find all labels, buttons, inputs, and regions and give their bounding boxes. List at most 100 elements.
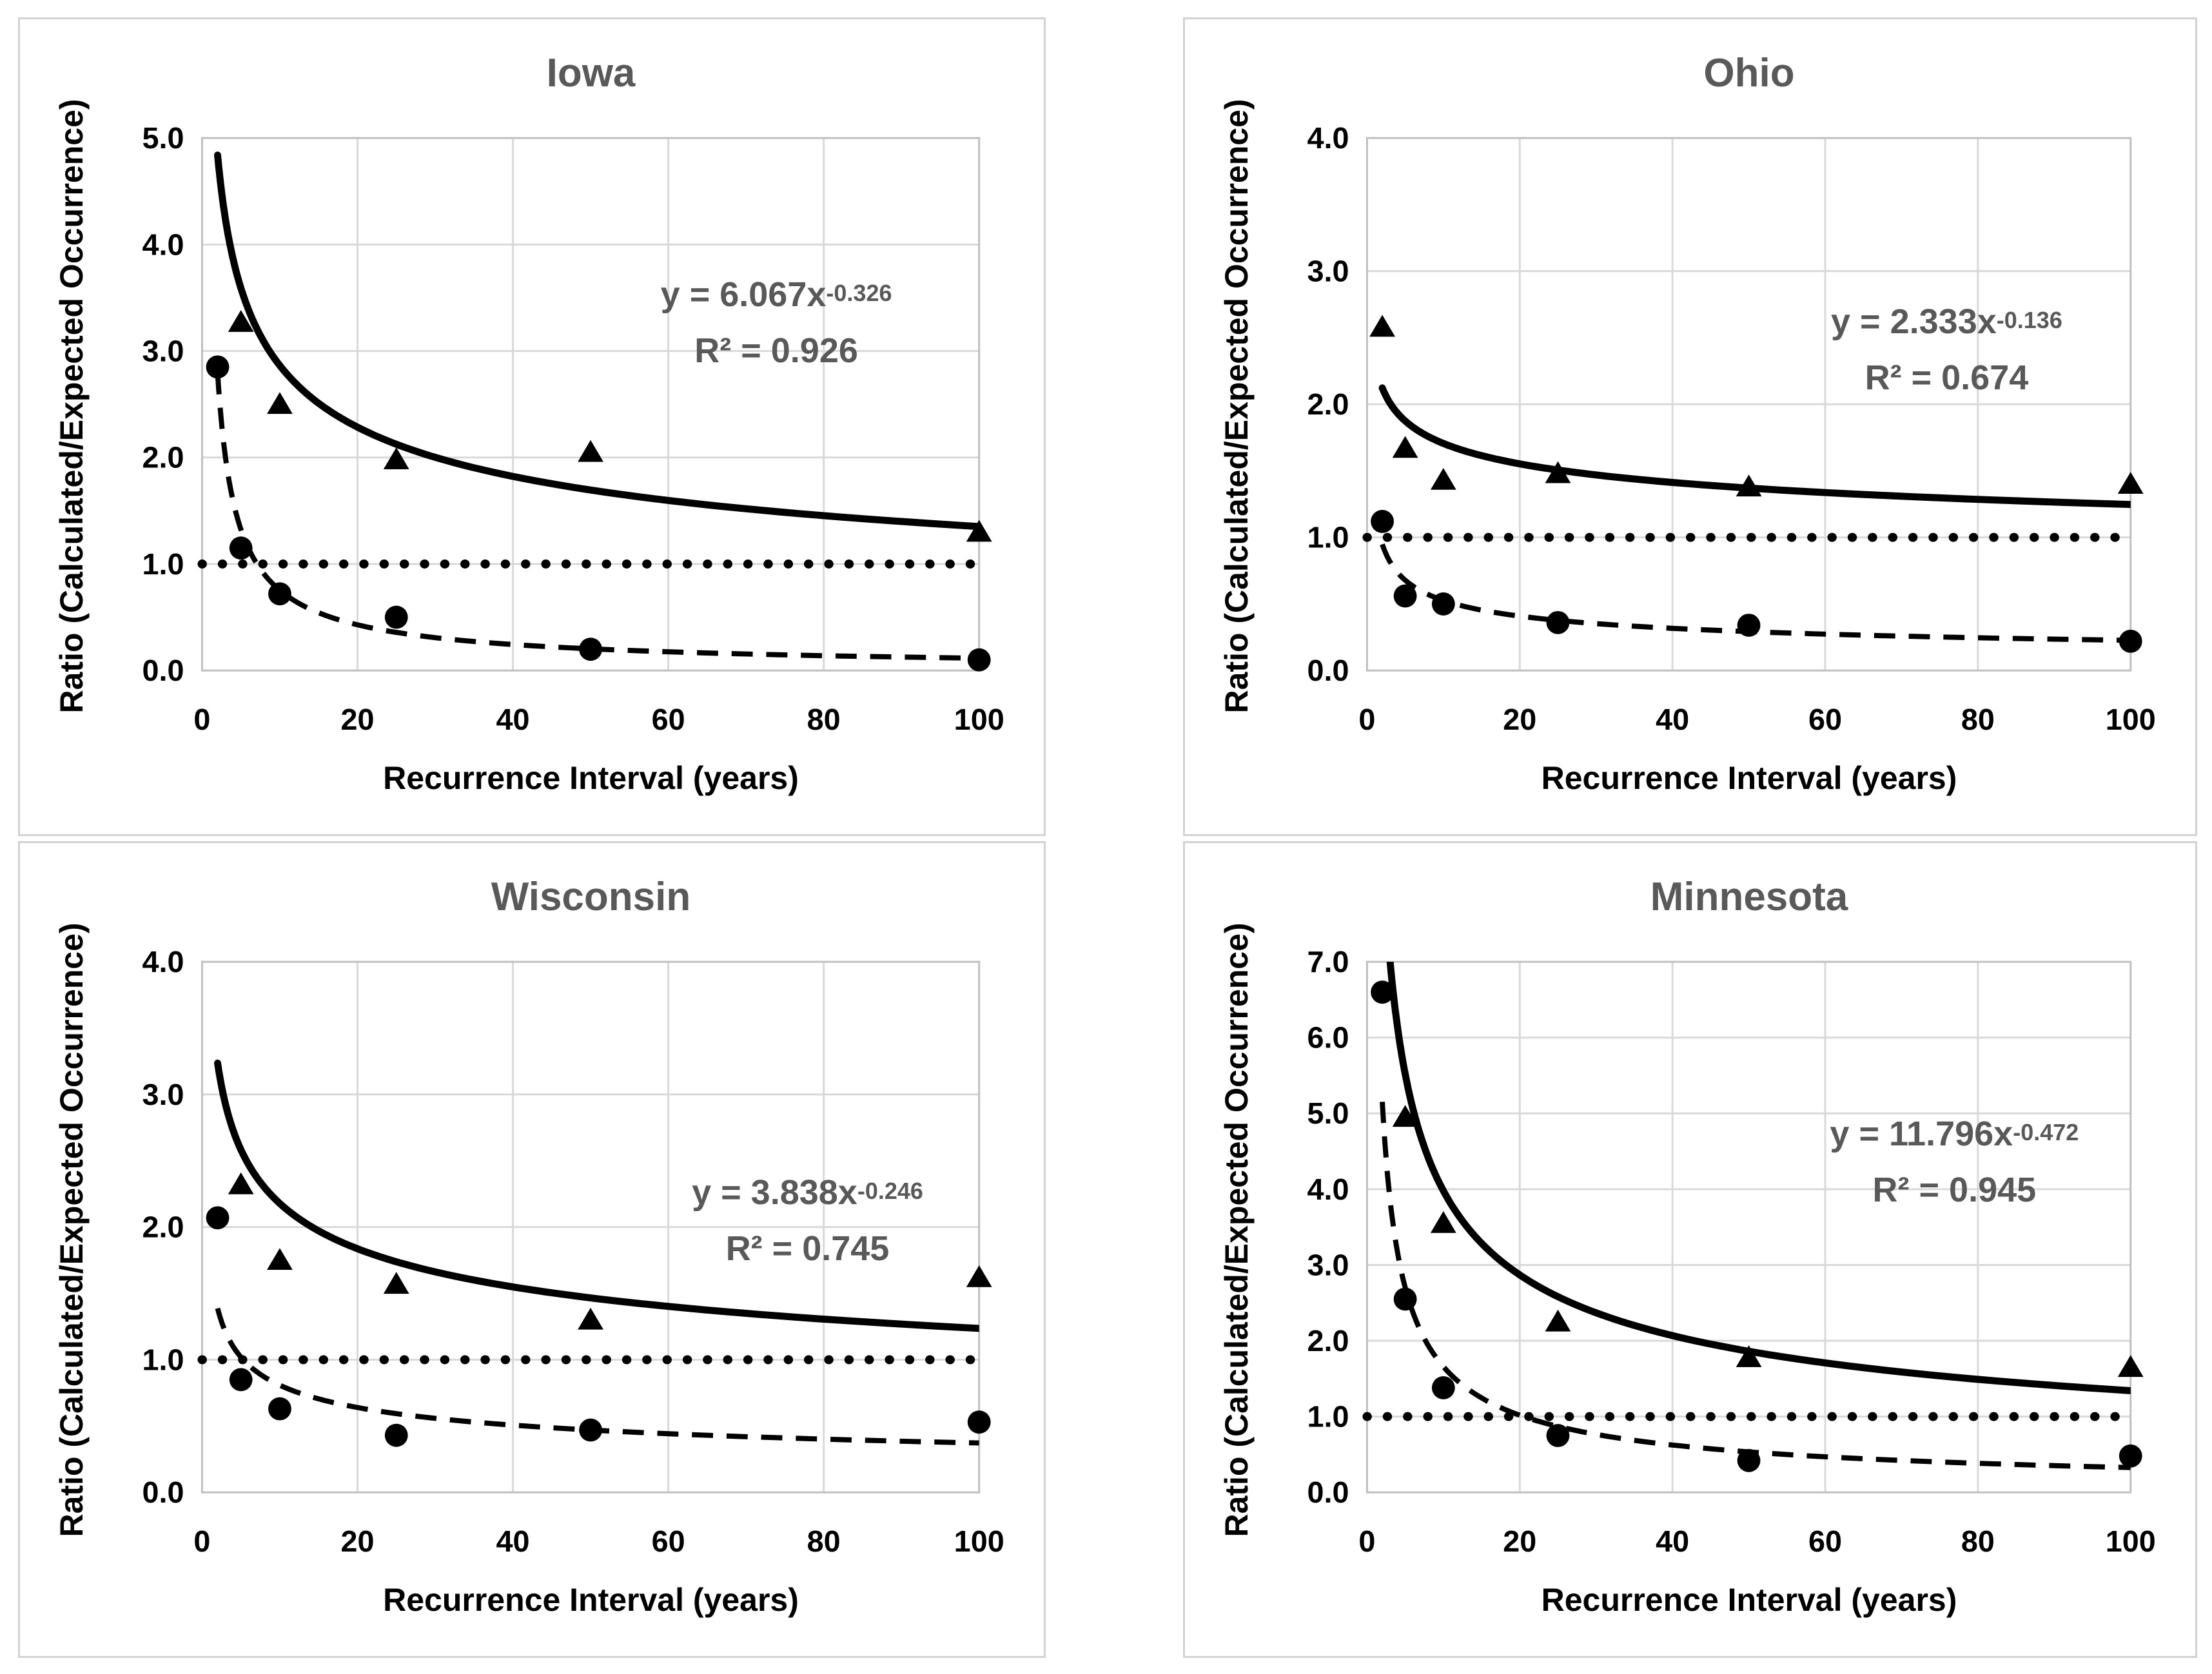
y-tick-labels: 0.0 1.0 2.0 3.0 4.0 bbox=[1307, 121, 1349, 687]
svg-text:1.0: 1.0 bbox=[1307, 1400, 1349, 1434]
svg-text:20: 20 bbox=[1503, 1524, 1536, 1558]
y-tick-labels: 0.0 1.0 2.0 3.0 4.0 5.0 bbox=[142, 121, 184, 687]
svg-text:60: 60 bbox=[1808, 703, 1842, 736]
chart-title: Iowa bbox=[546, 51, 636, 95]
trendline-solid bbox=[214, 1059, 979, 1332]
svg-text:1.0: 1.0 bbox=[142, 547, 184, 581]
x-tick-labels: 0 20 40 60 80 100 bbox=[1358, 703, 2155, 736]
equation-base: y = 11.796x bbox=[1830, 1114, 2013, 1153]
svg-text:3.0: 3.0 bbox=[142, 334, 184, 367]
trendline-solid bbox=[1378, 384, 2131, 509]
equation-exponent: -0.472 bbox=[2013, 1118, 2079, 1145]
trendline-dashed bbox=[1380, 1102, 2131, 1470]
svg-text:3.0: 3.0 bbox=[142, 1078, 184, 1111]
svg-text:2.0: 2.0 bbox=[142, 1211, 184, 1244]
circle-markers bbox=[1371, 509, 2142, 653]
r-squared-label: R² = 0.745 bbox=[725, 1229, 890, 1268]
x-axis-title: Recurrence Interval (years) bbox=[1541, 760, 1957, 796]
plot-area-border bbox=[1365, 960, 2132, 1494]
y-axis-title: Ratio (Calculated/Expected Occurrence) bbox=[54, 99, 90, 714]
chart-title: Minnesota bbox=[1650, 875, 1848, 919]
triangle-markers bbox=[1369, 315, 2144, 497]
trendline-equation: y = 3.838x-0.246 bbox=[692, 1175, 923, 1210]
svg-text:20: 20 bbox=[1503, 703, 1536, 736]
svg-text:2.0: 2.0 bbox=[1307, 387, 1349, 421]
svg-text:3.0: 3.0 bbox=[1307, 255, 1349, 288]
svg-text:4.0: 4.0 bbox=[142, 945, 184, 978]
svg-text:100: 100 bbox=[954, 1524, 1004, 1558]
chart-panel-ohio: 0.0 1.0 2.0 3.0 4.0 0 20 40 60 80 100 Ohio Ratio (… bbox=[1183, 17, 2197, 836]
circle-markers bbox=[206, 1206, 991, 1447]
svg-text:80: 80 bbox=[807, 703, 841, 736]
svg-text:4.0: 4.0 bbox=[1307, 1173, 1349, 1206]
equation-base: y = 6.067x bbox=[660, 275, 827, 314]
r-squared-label: R² = 0.926 bbox=[694, 331, 858, 371]
triangle-markers bbox=[228, 1172, 992, 1330]
svg-text:40: 40 bbox=[496, 1524, 530, 1558]
svg-text:5.0: 5.0 bbox=[1307, 1096, 1349, 1130]
chart-panel-minnesota: 0.0 1.0 2.0 3.0 4.0 5.0 6.0 7.0 0 20 40 60 80 100 Min… bbox=[1183, 841, 2197, 1658]
svg-text:40: 40 bbox=[1656, 703, 1689, 736]
svg-text:1.0: 1.0 bbox=[1307, 521, 1349, 554]
circle-markers bbox=[206, 355, 991, 672]
trendline-equation: y = 2.333x-0.136 bbox=[1831, 304, 2062, 339]
trendline-dashed bbox=[215, 373, 979, 661]
plot-area-border bbox=[201, 137, 981, 672]
svg-text:80: 80 bbox=[1961, 703, 1995, 736]
triangle-markers bbox=[1392, 1105, 2144, 1377]
equation-base: y = 3.838x bbox=[692, 1173, 857, 1212]
r-squared-label: R² = 0.945 bbox=[1872, 1170, 2037, 1209]
gridlines bbox=[1367, 138, 2131, 671]
triangle-markers bbox=[228, 310, 992, 542]
x-axis-title: Recurrence Interval (years) bbox=[383, 760, 799, 796]
svg-text:2.0: 2.0 bbox=[142, 441, 184, 474]
y-tick-labels: 0.0 1.0 2.0 3.0 4.0 bbox=[142, 945, 184, 1509]
plot-area-border bbox=[1365, 137, 2132, 672]
svg-text:0.0: 0.0 bbox=[1307, 1475, 1349, 1509]
x-tick-labels: 0 20 40 60 80 100 bbox=[193, 1524, 1004, 1558]
svg-text:7.0: 7.0 bbox=[1307, 945, 1349, 978]
svg-text:1.0: 1.0 bbox=[142, 1343, 184, 1376]
equation-exponent: -0.326 bbox=[826, 280, 892, 306]
svg-text:0.0: 0.0 bbox=[1307, 654, 1349, 687]
svg-text:80: 80 bbox=[807, 1524, 841, 1558]
trendline-equation: y = 6.067x-0.326 bbox=[661, 277, 892, 312]
svg-text:100: 100 bbox=[2106, 703, 2156, 736]
svg-text:5.0: 5.0 bbox=[142, 121, 184, 155]
chart-title: Ohio bbox=[1703, 51, 1795, 95]
svg-text:4.0: 4.0 bbox=[142, 228, 184, 261]
circle-markers bbox=[1371, 980, 2142, 1472]
plot-area-border bbox=[201, 960, 981, 1494]
svg-text:40: 40 bbox=[1656, 1524, 1689, 1558]
svg-text:80: 80 bbox=[1961, 1524, 1995, 1558]
r-squared-label: R² = 0.674 bbox=[1865, 358, 2029, 397]
trendline-dashed bbox=[1380, 543, 2131, 643]
svg-text:0: 0 bbox=[1358, 703, 1375, 736]
svg-text:0.0: 0.0 bbox=[142, 654, 184, 687]
svg-text:0: 0 bbox=[1358, 1524, 1375, 1558]
x-tick-labels: 0 20 40 60 80 100 bbox=[1358, 1524, 2155, 1558]
svg-text:40: 40 bbox=[496, 703, 530, 736]
equation-exponent: -0.136 bbox=[1996, 306, 2062, 333]
x-axis-title: Recurrence Interval (years) bbox=[383, 1582, 799, 1618]
y-axis-title: Ratio (Calculated/Expected Occurrence) bbox=[54, 922, 90, 1537]
svg-text:0: 0 bbox=[193, 703, 210, 736]
svg-text:0: 0 bbox=[193, 1524, 210, 1558]
ohio-chart-canvas: 0.0 1.0 2.0 3.0 4.0 0 20 40 60 80 100 bbox=[1307, 121, 2155, 736]
svg-text:60: 60 bbox=[1808, 1524, 1842, 1558]
svg-text:6.0: 6.0 bbox=[1307, 1021, 1349, 1055]
svg-text:2.0: 2.0 bbox=[1307, 1324, 1349, 1358]
svg-text:0.0: 0.0 bbox=[142, 1475, 184, 1509]
trendline-dashed bbox=[215, 1307, 979, 1446]
y-tick-labels: 0.0 1.0 2.0 3.0 4.0 5.0 6.0 7.0 bbox=[1307, 945, 1349, 1509]
y-axis-title: Ratio (Calculated/Expected Occurrence) bbox=[1219, 922, 1255, 1537]
x-axis-title: Recurrence Interval (years) bbox=[1541, 1582, 1957, 1618]
wisconsin-chart-canvas: 0.0 1.0 2.0 3.0 4.0 0 20 40 60 80 100 bbox=[142, 945, 1004, 1558]
svg-text:4.0: 4.0 bbox=[1307, 121, 1349, 155]
svg-text:100: 100 bbox=[954, 703, 1004, 736]
svg-text:60: 60 bbox=[652, 1524, 685, 1558]
svg-text:60: 60 bbox=[652, 703, 685, 736]
chart-title: Wisconsin bbox=[491, 875, 691, 919]
svg-text:3.0: 3.0 bbox=[1307, 1248, 1349, 1281]
